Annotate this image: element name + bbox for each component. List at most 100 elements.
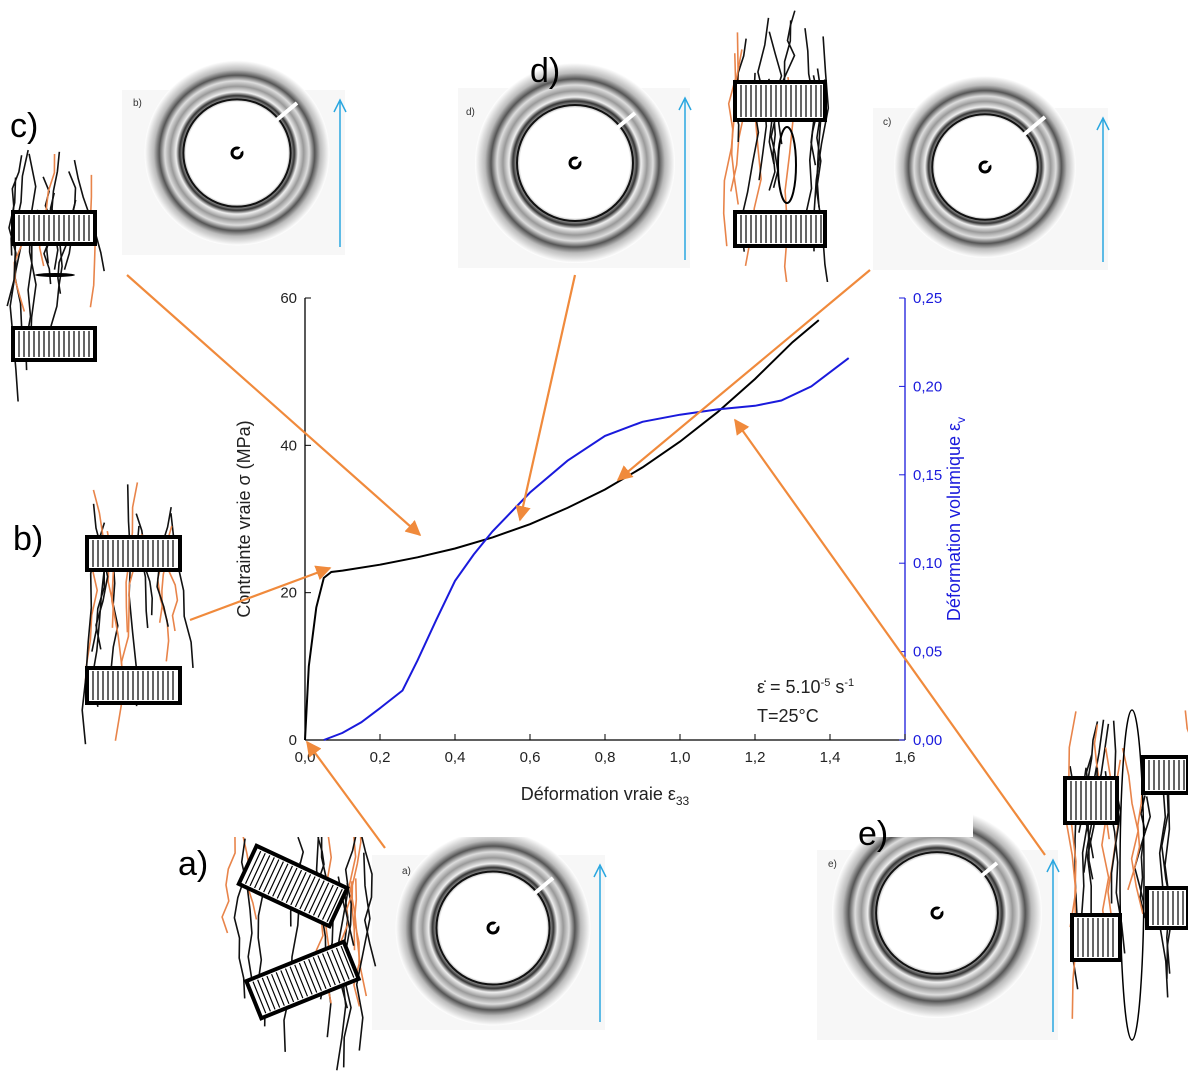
- lamella-hatch: [1148, 760, 1185, 790]
- ring: [931, 113, 1039, 221]
- lamella-hatch: [740, 85, 822, 117]
- pointer-arrow: [616, 269, 871, 481]
- lamella: [11, 210, 97, 246]
- arrow-head: [1096, 116, 1110, 131]
- x-tick-label: 0,6: [520, 749, 541, 766]
- chain: [28, 153, 37, 351]
- x-tick-label: 0,0: [295, 749, 316, 766]
- annotation: ε̇ = 5.10-5 s-1: [757, 677, 854, 697]
- arrow-head: [333, 98, 347, 113]
- y2-tick-label: 0,05: [913, 644, 942, 661]
- chain: [355, 852, 371, 1051]
- beam-holder: [935, 861, 999, 915]
- lamella-hatch: [92, 671, 174, 700]
- y2-axis-label-sub: v: [954, 417, 968, 423]
- lamella-hatch: [740, 215, 822, 243]
- lamella-box: [733, 80, 827, 122]
- y-tick-label: 60: [280, 290, 297, 307]
- x-tick-label: 1,0: [670, 749, 691, 766]
- void: [777, 126, 797, 204]
- lamella-box: [236, 843, 350, 929]
- annotation-part: -1: [844, 677, 854, 689]
- x-tick-label: 0,2: [370, 749, 391, 766]
- lamella-box: [733, 210, 827, 248]
- y2-tick-label: 0,00: [913, 732, 942, 749]
- chain: [92, 503, 109, 650]
- image-label: e): [828, 859, 837, 870]
- lamella: [85, 535, 182, 572]
- arrow-head: [593, 863, 607, 878]
- y-tick-label: 0: [289, 732, 297, 749]
- lamella: [11, 326, 97, 362]
- arrow-head: [678, 96, 692, 111]
- lamella: [236, 843, 350, 929]
- panel-label: a): [178, 845, 208, 883]
- annotation-part: -5: [821, 677, 831, 689]
- beam-holder: [235, 101, 299, 155]
- ring: [516, 104, 634, 222]
- void: [35, 273, 75, 277]
- image-label: a): [402, 866, 411, 877]
- image-label: d): [466, 107, 475, 118]
- y-tick-label: 20: [280, 585, 297, 602]
- void: [1119, 709, 1145, 1041]
- ring: [435, 870, 551, 986]
- y2-tick-label: 0,10: [913, 555, 942, 572]
- lamella: [243, 939, 362, 1021]
- annotation: T=25°C: [757, 706, 819, 726]
- x-tick-label: 0,8: [595, 749, 616, 766]
- panel-label: d): [530, 52, 560, 90]
- x-tick-label: 1,2: [745, 749, 766, 766]
- chain: [1133, 795, 1147, 904]
- arrow-head: [1046, 858, 1060, 873]
- chain: [233, 877, 246, 999]
- lamella-box: [1141, 755, 1188, 795]
- annotation-part: ε̇ = 5.10: [757, 677, 821, 697]
- chain: [1184, 710, 1188, 733]
- x-tick-label: 1,4: [820, 749, 841, 766]
- decoration: [6, 10, 1188, 1071]
- chain: [221, 836, 236, 934]
- lamella-hatch: [244, 850, 343, 923]
- lamella-hatch: [18, 215, 90, 241]
- chain: [315, 835, 332, 1038]
- annotation-part: s: [830, 677, 844, 697]
- beam-holder: [983, 115, 1047, 169]
- y2-axis-label-text: Déformation volumique ε: [944, 423, 964, 621]
- image-label: b): [133, 98, 142, 109]
- y2-tick-label: 0,25: [913, 290, 942, 307]
- lamella-box: [1070, 913, 1122, 962]
- lamella: [1063, 776, 1119, 825]
- plot-background: [228, 282, 973, 837]
- pointer-arrow: [515, 274, 577, 522]
- x-tick-label: 0,4: [445, 749, 466, 766]
- x-axis-label: Déformation vraie ε33: [521, 784, 690, 808]
- beam-holder: [573, 111, 637, 165]
- chain: [240, 838, 253, 981]
- plot: 0,0 0,2 0,4 0,6 0,8 1,0 1,2 1,4 1,6 0 20 40 60 0,00 0,…: [126, 269, 1046, 856]
- chain: [353, 878, 361, 1007]
- y-tick-label: 40: [280, 437, 297, 454]
- lamella-hatch: [92, 540, 174, 567]
- pointer-arrow: [126, 274, 422, 537]
- pointer-arrow: [734, 418, 1046, 856]
- x-axis-label-text: Déformation vraie ε: [521, 784, 676, 804]
- pointer-arrow: [306, 740, 386, 849]
- x-tick-label: 1,6: [895, 749, 916, 766]
- lamella-hatch: [1077, 918, 1114, 957]
- x-axis-label-sub: 33: [676, 794, 690, 808]
- chain: [727, 53, 739, 205]
- y2-tick-label: 0,15: [913, 467, 942, 484]
- chain: [81, 539, 99, 745]
- pointer-arrow: [189, 565, 332, 622]
- lamella: [733, 80, 827, 122]
- lamella: [1145, 886, 1188, 930]
- lamella-hatch: [252, 945, 355, 1014]
- ring: [875, 851, 999, 975]
- lamella: [1141, 755, 1188, 795]
- lamella: [1070, 913, 1122, 962]
- chain: [1139, 796, 1152, 919]
- panel-label: e): [858, 815, 888, 853]
- panel-label: c): [10, 107, 38, 145]
